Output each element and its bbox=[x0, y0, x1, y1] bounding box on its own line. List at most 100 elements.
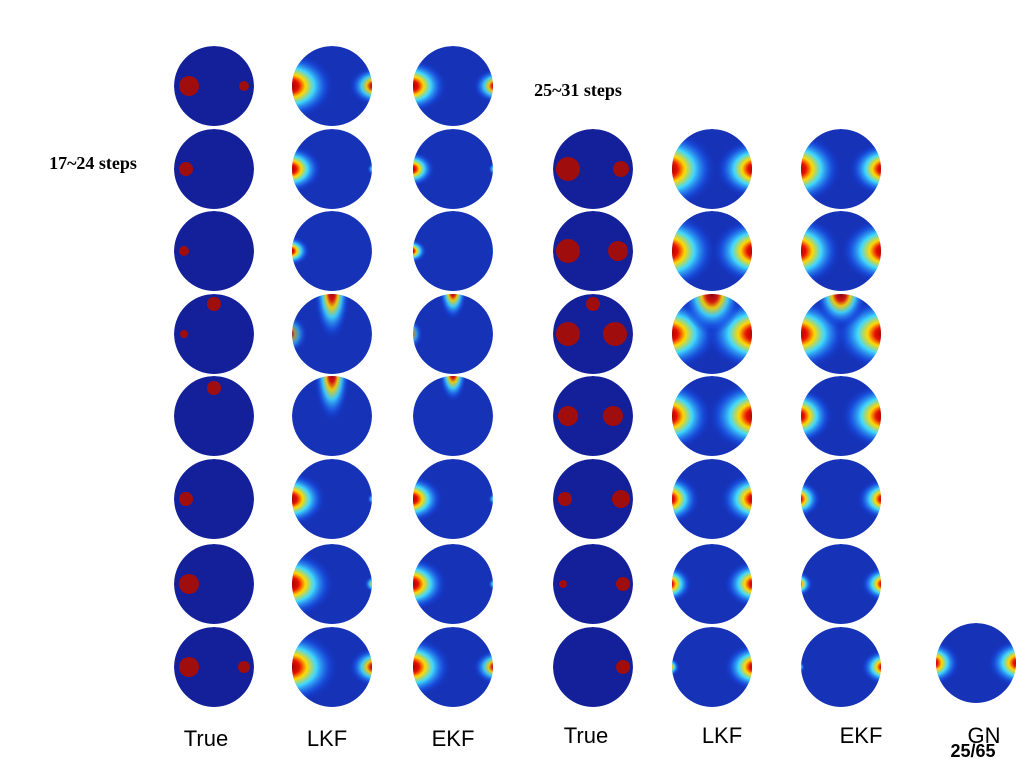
eit-image bbox=[174, 129, 254, 209]
heat-blob bbox=[841, 218, 881, 284]
heat-blob bbox=[488, 162, 493, 176]
heat-blob bbox=[801, 133, 841, 205]
eit-image bbox=[801, 211, 881, 291]
eit-image bbox=[413, 459, 493, 539]
disc bbox=[553, 544, 633, 624]
eit-image bbox=[672, 294, 752, 374]
heat-blob bbox=[672, 473, 700, 525]
disc bbox=[553, 627, 633, 707]
column-label: True bbox=[564, 723, 608, 748]
eit-image bbox=[553, 376, 633, 456]
heat-blob bbox=[712, 218, 752, 284]
inclusion bbox=[179, 76, 199, 96]
eit-image bbox=[553, 211, 633, 291]
eit-image bbox=[292, 376, 372, 456]
heat-blob bbox=[364, 575, 372, 593]
heat-blob bbox=[439, 376, 467, 402]
heat-blob bbox=[849, 142, 881, 196]
heat-blob bbox=[292, 472, 326, 526]
disc bbox=[801, 459, 881, 539]
eit-image bbox=[292, 544, 372, 624]
inclusion bbox=[207, 381, 221, 395]
heat-blob bbox=[413, 151, 435, 187]
eit-image bbox=[292, 129, 372, 209]
eit-image bbox=[413, 129, 493, 209]
column-label: True bbox=[184, 726, 228, 751]
heat-blob bbox=[413, 557, 447, 611]
heat-blob bbox=[936, 640, 960, 686]
inclusion bbox=[179, 246, 189, 256]
heat-blob bbox=[724, 560, 752, 608]
eit-image bbox=[174, 459, 254, 539]
disc bbox=[174, 627, 254, 707]
inclusion bbox=[559, 580, 567, 588]
inclusion bbox=[556, 239, 580, 263]
eit-image bbox=[292, 211, 372, 291]
eit-image bbox=[292, 627, 372, 707]
inclusion bbox=[612, 490, 630, 508]
heat-blob bbox=[716, 139, 752, 199]
inclusion bbox=[603, 406, 623, 426]
disc bbox=[672, 544, 752, 624]
heat-blob bbox=[488, 577, 493, 591]
heat-blob bbox=[708, 380, 752, 452]
eit-image bbox=[801, 294, 881, 374]
disc bbox=[553, 129, 633, 209]
eit-image bbox=[801, 544, 881, 624]
heat-blob bbox=[841, 383, 881, 449]
column-label: EKF bbox=[432, 726, 475, 751]
heat-blob bbox=[292, 631, 338, 703]
inclusion bbox=[179, 574, 199, 594]
inclusion bbox=[603, 322, 627, 346]
heat-blob bbox=[413, 318, 423, 350]
disc bbox=[413, 211, 493, 291]
heat-blob bbox=[720, 472, 752, 526]
heat-blob bbox=[491, 246, 493, 256]
eit-image bbox=[174, 627, 254, 707]
heat-blob bbox=[413, 239, 427, 263]
heat-blob bbox=[367, 492, 372, 506]
heat-blob bbox=[413, 475, 443, 523]
eit-image bbox=[801, 376, 881, 456]
disc bbox=[174, 544, 254, 624]
eit-image bbox=[413, 211, 493, 291]
heat-blob bbox=[801, 215, 841, 287]
heat-blob bbox=[672, 657, 680, 677]
inclusion bbox=[558, 492, 572, 506]
eit-image bbox=[801, 129, 881, 209]
eit-image bbox=[553, 627, 633, 707]
heat-blob bbox=[370, 246, 372, 256]
disc bbox=[672, 627, 752, 707]
eit-image bbox=[292, 46, 372, 126]
heat-blob bbox=[672, 212, 716, 290]
disc bbox=[174, 129, 254, 209]
eit-image bbox=[553, 129, 633, 209]
eit-image bbox=[553, 459, 633, 539]
heat-blob bbox=[439, 294, 467, 320]
page-number: 25/65 bbox=[950, 741, 995, 761]
inclusion bbox=[608, 241, 628, 261]
heat-blob bbox=[292, 53, 334, 119]
reconstruction-images bbox=[174, 46, 1016, 707]
right-caption: 25~31 steps bbox=[534, 80, 622, 100]
heat-blob bbox=[672, 380, 712, 452]
heat-blob bbox=[292, 314, 308, 354]
eit-image bbox=[413, 46, 493, 126]
heat-blob bbox=[292, 236, 310, 266]
eit-image bbox=[413, 376, 493, 456]
eit-image bbox=[553, 544, 633, 624]
heat-blob bbox=[672, 130, 716, 208]
inclusion bbox=[207, 297, 221, 311]
disc bbox=[553, 376, 633, 456]
heat-blob bbox=[413, 637, 451, 697]
eit-image bbox=[801, 459, 881, 539]
disc bbox=[553, 459, 633, 539]
heat-blob bbox=[349, 647, 372, 687]
heat-blob bbox=[988, 639, 1016, 687]
disc bbox=[553, 294, 633, 374]
eit-image bbox=[672, 376, 752, 456]
disc bbox=[553, 211, 633, 291]
eit-image bbox=[672, 627, 752, 707]
inclusion bbox=[179, 162, 193, 176]
